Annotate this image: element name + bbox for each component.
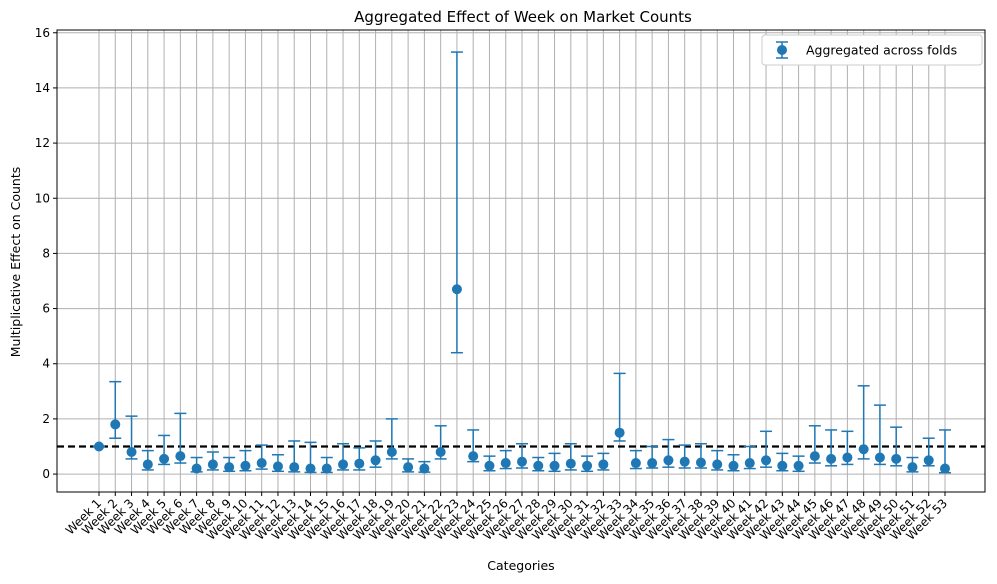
- points-layer: [94, 284, 950, 474]
- data-point: [826, 453, 837, 464]
- data-point: [874, 452, 885, 463]
- data-point: [549, 460, 560, 471]
- y-axis-label: Multiplicative Effect on Counts: [8, 167, 23, 358]
- data-point: [305, 463, 316, 474]
- data-point: [533, 460, 544, 471]
- data-point: [354, 458, 365, 469]
- data-point: [272, 461, 283, 472]
- y-tick-label: 16: [35, 26, 50, 40]
- y-ticks: 0 2 4 6 8 10 12 14 16: [35, 26, 57, 481]
- data-point: [712, 459, 723, 470]
- data-point: [370, 455, 381, 466]
- data-point: [517, 456, 527, 467]
- data-point: [321, 463, 332, 474]
- data-point: [842, 452, 853, 463]
- data-point: [207, 459, 218, 470]
- data-point: [940, 463, 950, 474]
- data-point: [224, 462, 235, 473]
- y-tick-label: 8: [42, 246, 50, 260]
- data-point: [403, 462, 414, 473]
- data-point: [663, 455, 674, 466]
- data-point: [582, 460, 593, 471]
- data-point: [761, 455, 772, 466]
- data-point: [614, 427, 625, 438]
- data-point: [565, 458, 576, 469]
- y-tick-label: 12: [35, 136, 50, 150]
- chart-title: Aggregated Effect of Week on Market Coun…: [354, 8, 692, 26]
- legend-marker-icon: [777, 45, 787, 55]
- data-point: [240, 460, 251, 471]
- data-point: [289, 462, 300, 473]
- data-point: [191, 463, 202, 474]
- data-point: [175, 451, 186, 462]
- legend-box: [761, 34, 983, 66]
- data-point: [777, 460, 788, 471]
- y-tick-label: 6: [42, 302, 50, 316]
- data-point: [891, 453, 902, 464]
- data-point: [126, 447, 137, 458]
- data-point: [679, 456, 690, 467]
- data-point: [159, 453, 170, 464]
- data-point: [695, 457, 706, 468]
- data-point: [110, 419, 121, 430]
- data-point: [744, 458, 755, 469]
- y-tick-label: 0: [42, 467, 50, 481]
- data-point: [809, 451, 820, 462]
- y-tick-label: 4: [42, 357, 50, 371]
- data-point: [728, 460, 739, 471]
- data-point: [94, 441, 104, 452]
- data-point: [907, 462, 918, 473]
- data-point: [598, 459, 609, 470]
- data-point: [386, 447, 397, 458]
- data-point: [435, 447, 446, 458]
- data-point: [630, 458, 641, 469]
- x-axis-label: Categories: [487, 558, 554, 573]
- y-tick-label: 14: [35, 81, 50, 95]
- data-point: [858, 444, 869, 455]
- legend: Aggregated across folds: [761, 34, 983, 66]
- data-point: [468, 451, 479, 462]
- legend-label: Aggregated across folds: [806, 43, 957, 58]
- data-point: [451, 284, 462, 295]
- data-point: [256, 458, 267, 469]
- data-point: [923, 455, 934, 466]
- data-point: [419, 463, 430, 474]
- data-point: [484, 460, 495, 471]
- data-point: [142, 459, 153, 470]
- data-point: [338, 459, 349, 470]
- data-point: [793, 460, 804, 471]
- plot-frame: [56, 29, 986, 493]
- y-tick-label: 2: [42, 412, 50, 426]
- y-tick-label: 10: [35, 191, 50, 205]
- data-point: [500, 458, 511, 469]
- data-point: [647, 458, 658, 469]
